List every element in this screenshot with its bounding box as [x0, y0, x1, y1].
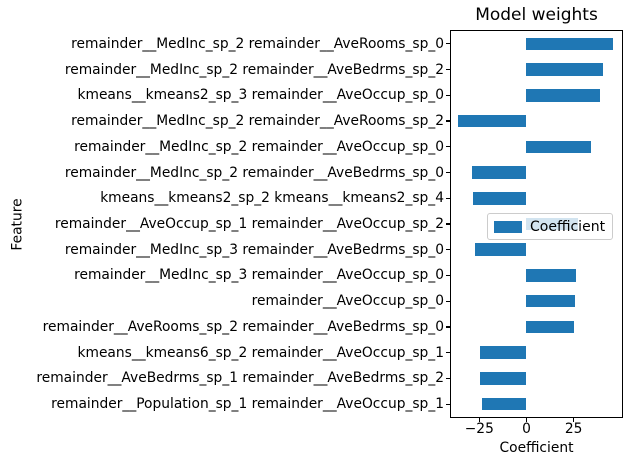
chart-title: Model weights	[475, 5, 598, 25]
y-tick-label: remainder__AveRooms_sp_2 remainder__AveB…	[42, 318, 444, 335]
y-tick-mark	[446, 43, 450, 45]
bar	[526, 320, 575, 334]
y-tick-label: remainder__MedInc_sp_3 remainder__AveOcc…	[74, 267, 444, 284]
y-tick-mark	[446, 120, 450, 122]
legend: Coefficient	[487, 213, 613, 240]
y-tick-mark	[446, 249, 450, 251]
x-tick-mark	[525, 418, 528, 422]
plot-area: Coefficient	[450, 30, 623, 418]
y-tick-mark	[446, 377, 450, 379]
x-axis-label: Coefficient	[499, 440, 574, 456]
bar	[471, 166, 527, 179]
y-tick-label: remainder__MedInc_sp_2 remainder__AveOcc…	[74, 138, 444, 155]
y-tick-mark	[446, 197, 450, 199]
y-tick-label: remainder__Population_sp_1 remainder__Av…	[51, 396, 444, 413]
y-tick-mark	[446, 300, 450, 302]
bar	[526, 269, 577, 282]
y-tick-label: remainder__AveOccup_sp_1 remainder__AveO…	[54, 215, 444, 232]
x-tick-mark	[573, 418, 575, 422]
y-tick-mark	[446, 223, 450, 225]
y-tick-mark	[446, 69, 450, 71]
y-tick-mark	[446, 94, 450, 96]
y-tick-mark	[446, 326, 450, 328]
bar	[526, 89, 601, 102]
x-tick-label: −25	[464, 421, 494, 437]
y-tick-label: remainder__AveBedrms_sp_1 remainder__Ave…	[36, 370, 444, 387]
bar	[480, 346, 527, 359]
bar	[526, 294, 576, 308]
y-tick-mark	[446, 403, 450, 405]
y-tick-mark	[446, 171, 450, 174]
y-tick-mark	[446, 146, 450, 148]
y-tick-labels: remainder__MedInc_sp_2 remainder__AveRoo…	[0, 31, 444, 417]
y-tick-mark	[446, 274, 450, 277]
bar	[526, 140, 592, 154]
y-tick-label: remainder__MedInc_sp_3 remainder__AveBed…	[64, 241, 444, 258]
legend-swatch-icon	[494, 220, 522, 233]
x-tick-mark	[478, 418, 480, 422]
y-tick-label: remainder__AveOccup_sp_0	[251, 293, 444, 310]
x-tick-label: 0	[522, 421, 531, 437]
y-tick-label: remainder__MedInc_sp_2 remainder__AveBed…	[64, 164, 444, 181]
bar	[474, 243, 527, 256]
y-tick-label: kmeans__kmeans2_sp_3 remainder__AveOccup…	[77, 87, 444, 104]
bar	[480, 372, 527, 385]
legend-label: Coefficient	[530, 218, 606, 235]
bar	[526, 37, 613, 51]
bar	[481, 397, 527, 411]
y-tick-label: kmeans__kmeans6_sp_2 remainder__AveOccup…	[77, 344, 444, 361]
bar	[457, 114, 527, 128]
y-tick-label: kmeans__kmeans2_sp_2 kmeans__kmeans2_sp_…	[100, 190, 444, 207]
x-tick-label: 25	[564, 421, 583, 437]
bar	[472, 192, 527, 205]
y-tick-label: remainder__MedInc_sp_2 remainder__AveBed…	[64, 61, 444, 78]
bar	[526, 63, 603, 76]
y-tick-label: remainder__MedInc_sp_2 remainder__AveRoo…	[71, 35, 444, 52]
y-tick-label: remainder__MedInc_sp_2 remainder__AveRoo…	[71, 113, 444, 130]
y-tick-mark	[446, 352, 450, 354]
